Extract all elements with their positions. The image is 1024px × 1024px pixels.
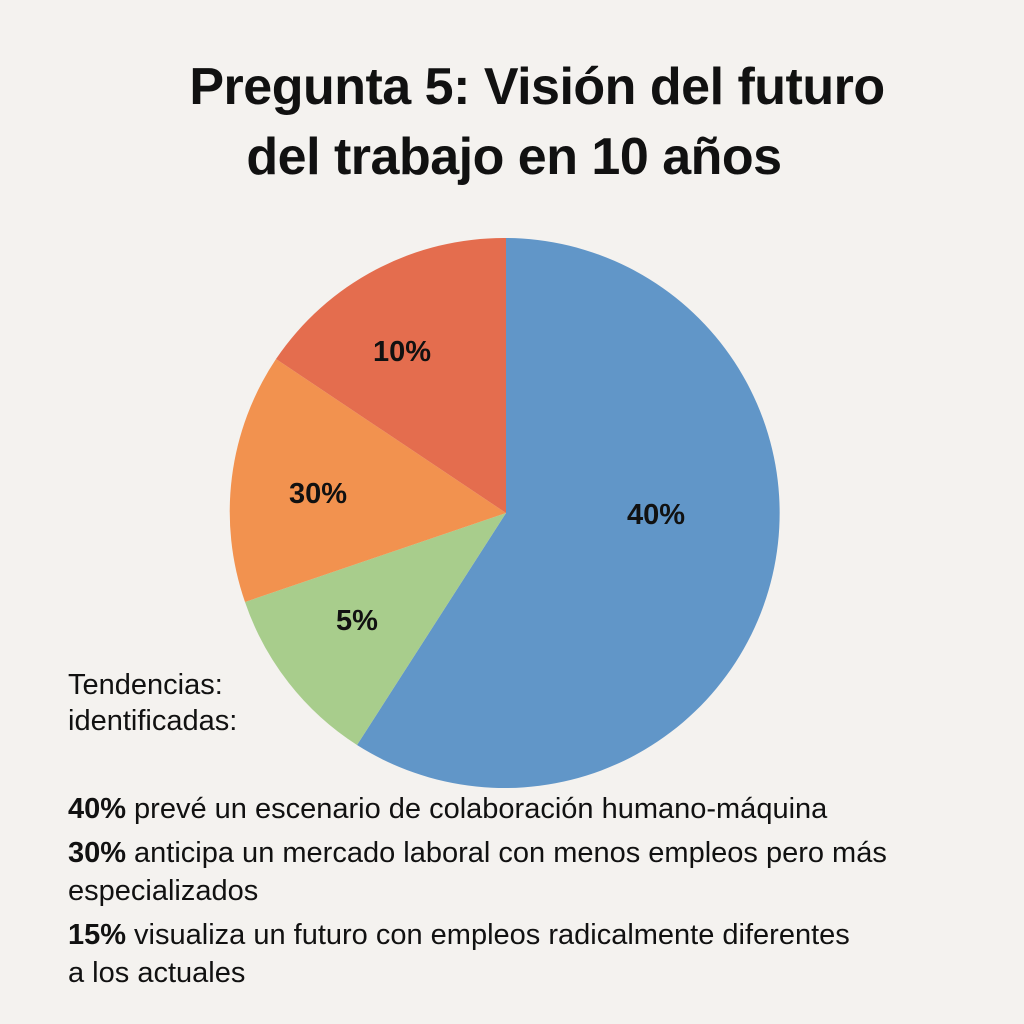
trends-heading: Tendencias: identificadas: xyxy=(68,667,237,739)
finding-item: 15% visualiza un futuro con empleos radic… xyxy=(68,916,858,992)
findings-list: 40% prevé un escenario de colaboración hu… xyxy=(68,790,1008,998)
trends-heading-line2: identificadas: xyxy=(68,705,238,737)
pie-slice-green xyxy=(245,513,506,745)
trends-heading-line1: Tendencias: xyxy=(68,669,223,701)
pie-slice-blue xyxy=(357,238,780,788)
pie-slice-orange xyxy=(229,359,506,602)
finding-percent: 15% xyxy=(68,919,127,951)
finding-text: visualiza un futuro con empleos radicalm… xyxy=(68,919,850,989)
label-red: 10% xyxy=(373,336,431,368)
finding-percent: 40% xyxy=(68,793,127,825)
chart-title-line2: del trabajo en 10 años xyxy=(246,128,782,186)
pie-slice-red xyxy=(276,237,506,513)
label-orange: 30% xyxy=(289,478,347,510)
label-green: 5% xyxy=(336,605,378,637)
finding-item: 30% anticipa un mercado laboral con menos… xyxy=(68,834,898,910)
chart-title-line1: Pregunta 5: Visión del futuro xyxy=(189,58,885,116)
finding-item: 40% prevé un escenario de colaboración hu… xyxy=(68,790,1008,828)
label-blue: 40% xyxy=(627,499,685,531)
chart-title: Pregunta 5: Visión del futuro del trabaj… xyxy=(0,52,1024,192)
finding-percent: 30% xyxy=(68,837,127,869)
finding-text: anticipa un mercado laboral con menos em… xyxy=(68,837,887,907)
finding-text: prevé un escenario de colaboración human… xyxy=(134,793,828,825)
